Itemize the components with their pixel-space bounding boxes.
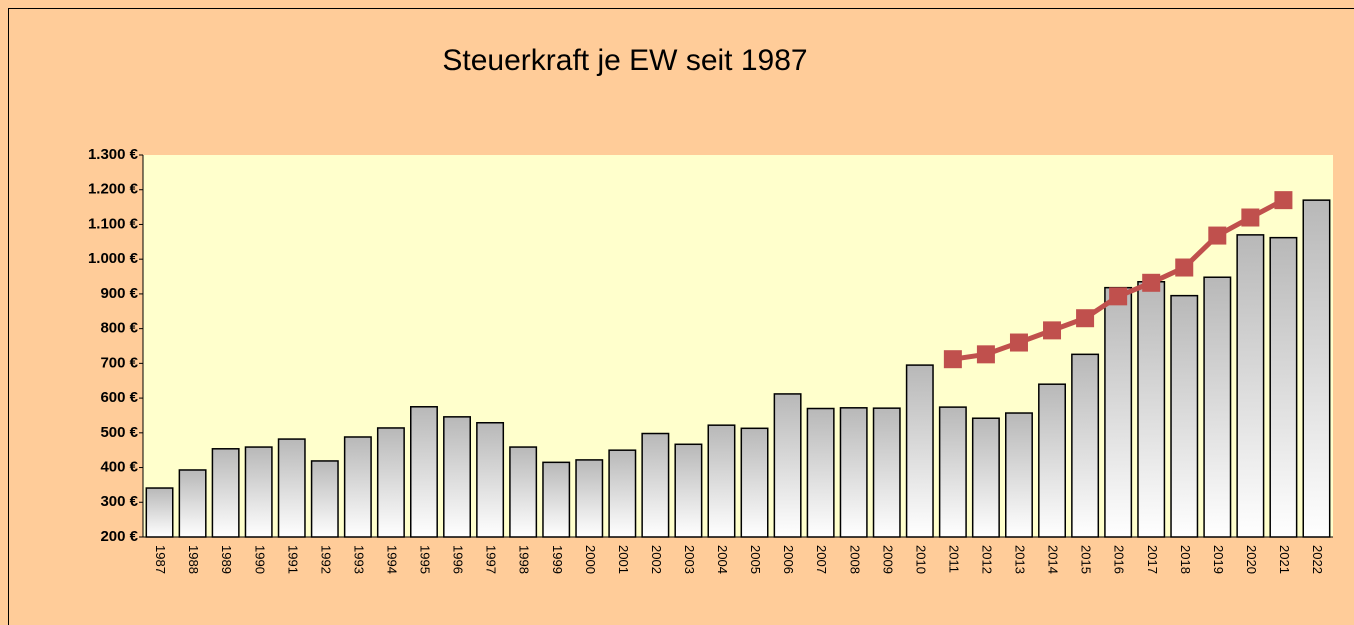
bar bbox=[211, 448, 240, 538]
x-tick-label: 1987 bbox=[153, 545, 168, 574]
bar bbox=[575, 459, 604, 538]
x-tick-label: 2010 bbox=[913, 545, 928, 574]
bar bbox=[1203, 276, 1232, 538]
bar bbox=[145, 487, 174, 538]
bar bbox=[1038, 383, 1066, 538]
bar bbox=[476, 421, 505, 538]
y-tick-label: 1.100 € bbox=[88, 215, 139, 232]
y-tick-label: 400 € bbox=[100, 459, 138, 476]
y-tick-label: 800 € bbox=[100, 320, 138, 337]
y-tick-label: 700 € bbox=[100, 354, 138, 371]
x-tick-label: 2013 bbox=[1013, 545, 1028, 574]
bar bbox=[905, 364, 934, 538]
line-marker bbox=[943, 350, 962, 369]
bar bbox=[343, 436, 372, 538]
x-tick-label: 2007 bbox=[814, 545, 829, 574]
plot-area bbox=[143, 155, 1333, 537]
bar bbox=[277, 438, 306, 538]
bar bbox=[1137, 281, 1166, 538]
y-tick-label: 300 € bbox=[100, 493, 138, 510]
x-tick-label: 2016 bbox=[1112, 545, 1127, 574]
x-tick-label: 1993 bbox=[351, 545, 366, 574]
x-tick-label: 2008 bbox=[847, 545, 862, 574]
x-tick-label: 1998 bbox=[517, 545, 532, 574]
x-tick-label: 2011 bbox=[946, 545, 961, 573]
bar bbox=[773, 393, 802, 538]
line-marker bbox=[1241, 208, 1260, 227]
bar bbox=[443, 416, 471, 538]
y-tick-label: 1.000 € bbox=[88, 250, 139, 267]
x-tick-label: 1999 bbox=[550, 545, 565, 574]
y-tick-label: 1.200 € bbox=[88, 181, 139, 198]
x-tick-label: 2003 bbox=[682, 545, 697, 574]
y-tick-label: 900 € bbox=[100, 285, 138, 302]
bar bbox=[1005, 412, 1033, 538]
bar bbox=[641, 432, 670, 538]
x-tick-label: 2019 bbox=[1211, 545, 1226, 574]
x-tick-label: 2006 bbox=[781, 545, 796, 574]
x-tick-label: 1992 bbox=[318, 545, 333, 574]
x-tick-label: 2021 bbox=[1277, 545, 1292, 574]
x-tick-label: 2014 bbox=[1046, 545, 1061, 574]
bar bbox=[608, 449, 637, 538]
x-tick-label: 2009 bbox=[880, 545, 895, 574]
bar bbox=[1236, 234, 1265, 538]
bar bbox=[740, 427, 769, 538]
line-marker bbox=[1142, 273, 1161, 292]
x-tick-label: 2015 bbox=[1079, 545, 1094, 574]
line-marker bbox=[1175, 258, 1194, 277]
bar bbox=[806, 407, 835, 538]
bar bbox=[244, 446, 273, 538]
bar bbox=[542, 461, 571, 538]
bar bbox=[509, 446, 538, 538]
x-tick-label: 2002 bbox=[649, 545, 664, 574]
x-tick-label: 1991 bbox=[285, 545, 300, 574]
line-marker bbox=[1274, 191, 1293, 210]
bar bbox=[410, 406, 438, 538]
x-tick-label: 1996 bbox=[451, 545, 466, 574]
x-tick-label: 2001 bbox=[616, 545, 631, 574]
bar bbox=[938, 406, 967, 538]
x-tick-label: 2020 bbox=[1244, 545, 1259, 574]
y-tick-label: 200 € bbox=[100, 528, 138, 545]
y-tick-label: 600 € bbox=[100, 389, 138, 406]
x-tick-label: 2018 bbox=[1178, 545, 1193, 574]
x-tick-label: 1990 bbox=[252, 545, 267, 574]
bar bbox=[1269, 236, 1298, 538]
line-marker bbox=[1208, 226, 1227, 245]
bar bbox=[1302, 199, 1331, 538]
x-tick-label: 1997 bbox=[484, 545, 499, 574]
x-tick-label: 2000 bbox=[583, 545, 598, 574]
bar bbox=[674, 443, 703, 538]
x-tick-label: 2004 bbox=[715, 545, 730, 574]
line-marker bbox=[1009, 333, 1028, 352]
bar bbox=[310, 460, 339, 538]
line-marker bbox=[976, 345, 995, 364]
x-tick-label: 2017 bbox=[1145, 545, 1160, 574]
chart-title: Steuerkraft je EW seit 1987 bbox=[442, 44, 807, 77]
bar bbox=[839, 407, 868, 538]
x-tick-label: 2012 bbox=[979, 545, 994, 574]
line-marker bbox=[1043, 321, 1062, 340]
x-tick-label: 1994 bbox=[384, 545, 399, 574]
bar bbox=[1170, 294, 1199, 538]
x-tick-label: 2022 bbox=[1310, 545, 1325, 574]
y-tick-label: 500 € bbox=[100, 424, 138, 441]
bar bbox=[1071, 353, 1100, 538]
bar bbox=[707, 424, 736, 538]
bar bbox=[1104, 286, 1133, 538]
x-tick-label: 1988 bbox=[186, 545, 201, 574]
line-marker bbox=[1076, 309, 1095, 328]
y-tick-label: 1.300 € bbox=[88, 146, 139, 163]
line-marker bbox=[1109, 287, 1128, 306]
x-tick-label: 1989 bbox=[219, 545, 234, 574]
bar bbox=[376, 427, 405, 538]
bar bbox=[178, 469, 207, 538]
x-tick-label: 2005 bbox=[748, 545, 763, 574]
bar bbox=[872, 407, 901, 538]
bar bbox=[971, 417, 1000, 538]
x-tick-label: 1995 bbox=[418, 545, 433, 574]
